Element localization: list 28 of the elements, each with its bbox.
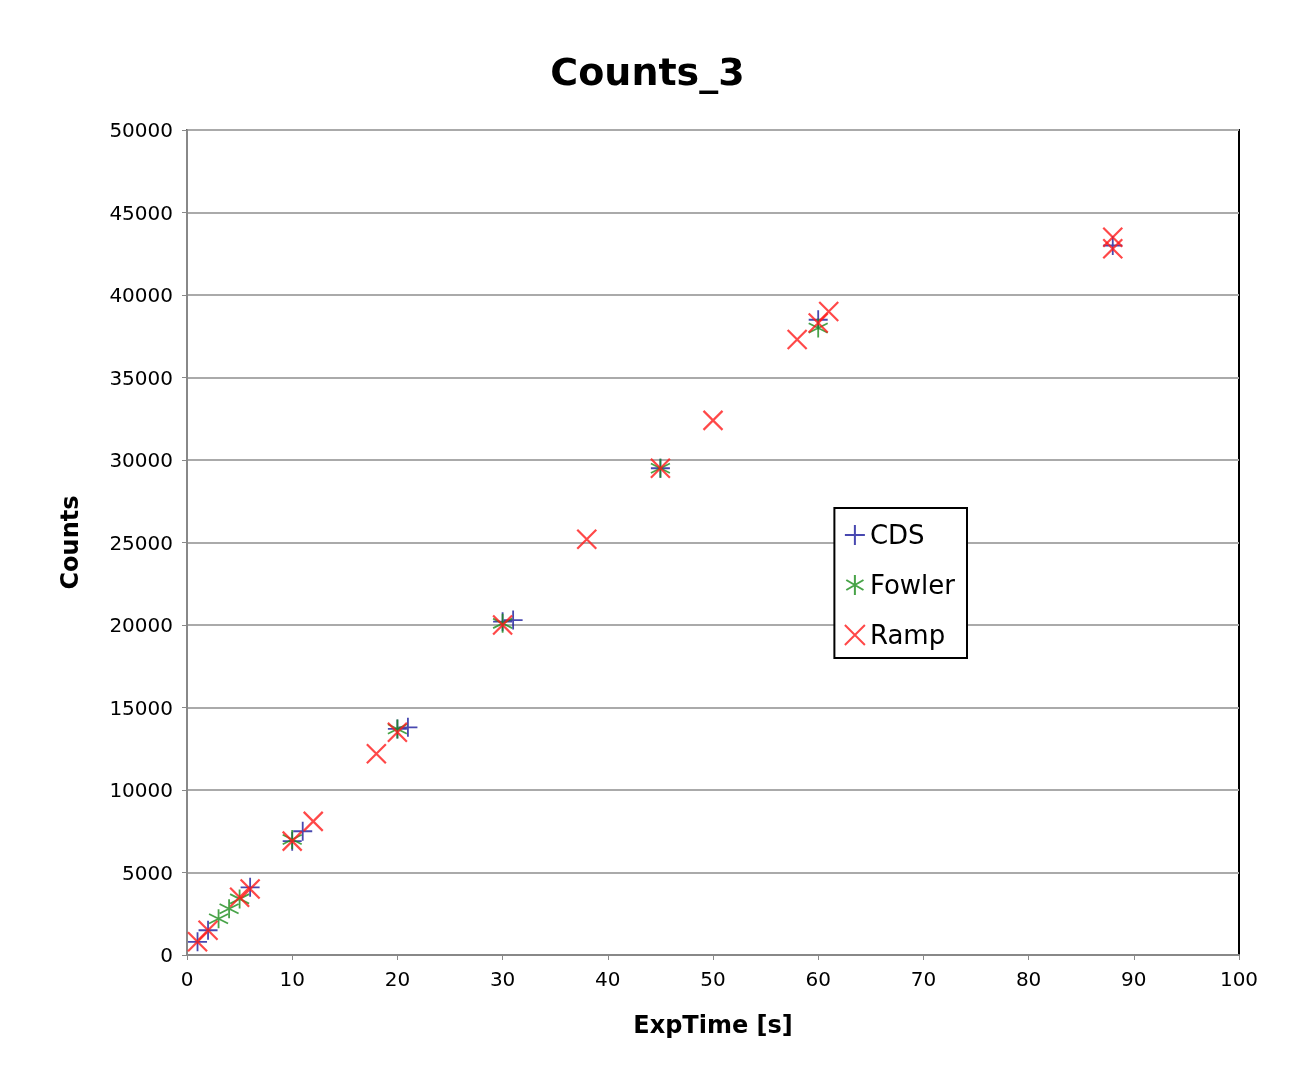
x-tick-label: 80 <box>1015 967 1042 991</box>
y-tick-label: 0 <box>160 943 173 967</box>
legend-label: CDS <box>869 520 925 550</box>
x-tick-label: 90 <box>1121 967 1147 991</box>
x-tick-label: 0 <box>180 967 194 991</box>
x-tick-label: 60 <box>805 967 831 991</box>
y-tick-label: 5000 <box>122 860 173 885</box>
legend-label: Ramp <box>869 620 946 650</box>
chart-title: Counts_3 <box>550 50 745 94</box>
y-tick-label: 15000 <box>109 695 173 720</box>
y-tick-label: 25000 <box>109 530 173 555</box>
y-tick-label: 45000 <box>109 200 173 225</box>
y-tick-label: 30000 <box>109 448 173 472</box>
x-tick-label: 100 <box>1219 967 1259 991</box>
x-tick-label: 30 <box>489 967 516 991</box>
x-tick-label: 70 <box>910 967 937 991</box>
y-tick-label: 35000 <box>109 365 173 390</box>
x-axis-title: ExpTime [s] <box>633 1011 793 1039</box>
x-tick-label: 40 <box>595 967 621 991</box>
x-tick-label: 10 <box>279 967 305 991</box>
x-tick-label: 20 <box>384 967 411 991</box>
legend-label: Fowler <box>869 570 956 600</box>
y-tick-label: 20000 <box>109 613 173 637</box>
y-tick-label: 50000 <box>109 118 173 142</box>
y-tick-label: 10000 <box>109 778 173 802</box>
y-axis-title: Counts <box>56 495 84 590</box>
x-tick-label: 50 <box>700 967 726 991</box>
y-tick-label: 40000 <box>109 283 173 307</box>
